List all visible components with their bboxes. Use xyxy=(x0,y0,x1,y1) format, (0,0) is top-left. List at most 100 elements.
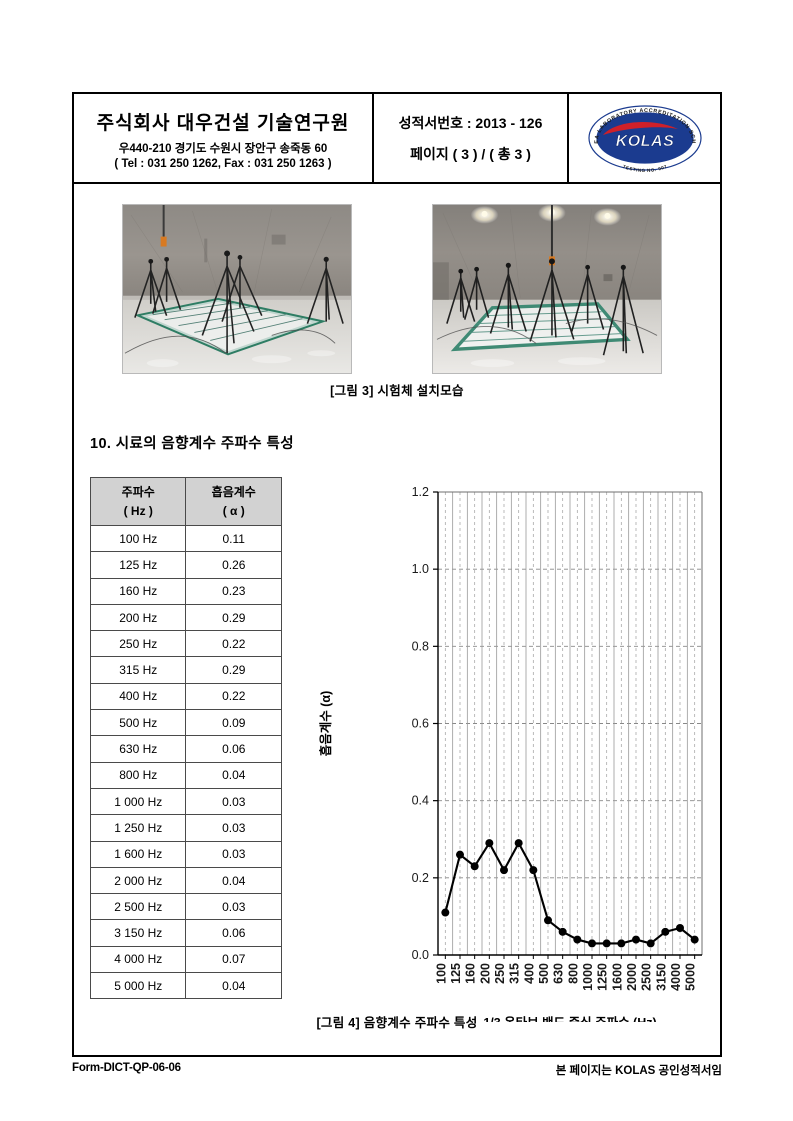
footer-note: 본 페이지는 KOLAS 공인성적서임 xyxy=(555,1065,722,1077)
x-axis-tick-label: 3150 xyxy=(654,963,668,991)
cell-frequency: 500 Hz xyxy=(89,709,187,737)
header-company-cell: 주식회사 대우건설 기술연구원 우440-210 경기도 수원시 장안구 송죽동… xyxy=(74,94,374,182)
table-row: 315 Hz 0.29 xyxy=(89,656,282,684)
cell-frequency: 100 Hz xyxy=(89,524,187,553)
photo-test-specimen-left xyxy=(122,204,352,374)
cell-alpha: 0.06 xyxy=(185,735,282,763)
cell-frequency: 2 500 Hz xyxy=(89,893,187,921)
x-axis-title: 1/3 옥타브 밴드 중심 주파수 (Hz) xyxy=(483,1015,656,1022)
cell-alpha: 0.04 xyxy=(185,866,282,895)
data-point-marker xyxy=(558,927,567,936)
table-head: 주파수 ( Hz ) 흡음계수 ( α ) xyxy=(89,477,282,526)
data-point-marker xyxy=(456,850,464,859)
section-heading: 10. 시료의 음향계수 주파수 특성 xyxy=(90,436,294,452)
kolas-logo-icon: KOREA LABORATORY ACCREDITATION SCHEME KO… xyxy=(586,104,704,172)
cell-frequency: 800 Hz xyxy=(89,761,187,789)
x-axis-tick-label: 315 xyxy=(508,963,522,984)
cell-alpha: 0.03 xyxy=(185,893,282,921)
data-point-marker xyxy=(573,935,582,944)
cell-alpha: 0.22 xyxy=(185,682,282,711)
data-point-marker xyxy=(514,839,523,848)
company-contact: ( Tel : 031 250 1262, Fax : 031 250 1263… xyxy=(114,158,332,170)
data-point-marker xyxy=(441,908,450,917)
company-name: 주식회사 대우건설 기술연구원 xyxy=(96,113,350,134)
cell-frequency: 125 Hz xyxy=(89,551,187,579)
x-axis-tick-label: 1000 xyxy=(581,963,595,991)
page-number: 페이지 ( 3 ) / ( 총 3 ) xyxy=(410,145,531,162)
y-axis-tick-label: 0.6 xyxy=(412,717,429,731)
header-report-cell: 성적서번호 : 2013 - 126 페이지 ( 3 ) / ( 총 3 ) xyxy=(374,94,569,182)
cell-frequency: 1 000 Hz xyxy=(89,787,187,816)
cell-frequency: 160 Hz xyxy=(89,577,187,605)
cell-frequency: 315 Hz xyxy=(89,656,187,684)
x-axis-tick-label: 160 xyxy=(464,963,478,984)
cell-alpha: 0.29 xyxy=(185,603,282,632)
cell-alpha: 0.09 xyxy=(185,709,282,737)
y-axis-tick-label: 0.0 xyxy=(412,948,429,962)
cell-frequency: 1 600 Hz xyxy=(89,840,187,868)
table-row: 1 250 Hz 0.03 xyxy=(89,814,282,842)
photo-test-specimen-right xyxy=(432,204,662,374)
y-axis-tick-label: 1.2 xyxy=(412,485,429,499)
table-row: 400 Hz 0.22 xyxy=(89,682,282,711)
y-axis-title: 흡음계수 (α) xyxy=(318,691,333,756)
x-axis-tick-label: 1250 xyxy=(596,963,610,991)
table-row: 160 Hz 0.23 xyxy=(89,577,282,605)
table-row: 200 Hz 0.29 xyxy=(89,603,282,632)
table-header-row: 주파수 ( Hz ) 흡음계수 ( α ) xyxy=(89,477,282,526)
table-row: 2 000 Hz 0.04 xyxy=(89,866,282,895)
cell-frequency: 2 000 Hz xyxy=(89,866,187,895)
x-axis-tick-label: 100 xyxy=(434,963,448,984)
cell-alpha: 0.22 xyxy=(185,630,282,658)
data-point-marker xyxy=(588,939,596,948)
cell-alpha: 0.04 xyxy=(185,761,282,789)
y-axis-tick-label: 0.4 xyxy=(412,794,429,808)
table-row: 250 Hz 0.22 xyxy=(89,630,282,658)
data-point-marker xyxy=(470,862,479,871)
column-header-alpha-line2: ( α ) xyxy=(222,503,245,518)
x-axis-tick-label: 500 xyxy=(537,963,551,984)
cell-alpha: 0.06 xyxy=(185,919,282,947)
data-point-marker xyxy=(544,916,552,925)
footer-form-code: Form-DICT-QP-06-06 xyxy=(72,1062,181,1074)
column-header-frequency: 주파수 ( Hz ) xyxy=(89,477,187,526)
data-point-marker xyxy=(485,839,494,848)
cell-alpha: 0.04 xyxy=(185,972,282,1000)
cell-alpha: 0.07 xyxy=(185,945,282,974)
x-axis-tick-label: 200 xyxy=(478,963,492,984)
report-number: 성적서번호 : 2013 - 126 xyxy=(398,114,543,131)
cell-alpha: 0.03 xyxy=(185,840,282,868)
page-frame: 주식회사 대우건설 기술연구원 우440-210 경기도 수원시 장안구 송죽동… xyxy=(72,92,722,1057)
table-row: 2 500 Hz 0.03 xyxy=(89,893,282,921)
cell-frequency: 5 000 Hz xyxy=(89,972,187,1000)
cell-alpha: 0.29 xyxy=(185,656,282,684)
cell-alpha: 0.23 xyxy=(185,577,282,605)
data-point-marker xyxy=(617,939,626,948)
table-row: 4 000 Hz 0.07 xyxy=(89,945,282,974)
data-point-marker xyxy=(661,927,670,936)
cell-frequency: 4 000 Hz xyxy=(89,945,187,974)
x-axis-tick-label: 1600 xyxy=(610,963,624,991)
figure-3-caption: [그림 3] 시험체 설치모습 xyxy=(330,384,464,398)
table-body: 100 Hz 0.11 125 Hz 0.26 160 Hz 0.23 200 Hz 0.29… xyxy=(89,524,282,1000)
cell-alpha: 0.03 xyxy=(185,814,282,842)
column-header-alpha-line1: 흡음계수 xyxy=(211,484,256,499)
x-axis-tick-label: 2500 xyxy=(640,963,654,991)
table-row: 3 150 Hz 0.06 xyxy=(89,919,282,947)
x-axis-tick-label: 250 xyxy=(493,963,507,984)
photo-row: [그림 3] 시험체 설치모습 xyxy=(74,184,720,398)
cell-frequency: 630 Hz xyxy=(89,735,187,763)
table-row: 100 Hz 0.11 xyxy=(89,524,282,553)
data-point-marker xyxy=(690,935,699,944)
absorption-coefficient-table: 주파수 ( Hz ) 흡음계수 ( α ) 100 Hz 0.11 125 Hz 0.… xyxy=(89,477,282,1000)
table-row: 630 Hz 0.06 xyxy=(89,735,282,763)
column-header-alpha: 흡음계수 ( α ) xyxy=(185,477,282,526)
table-row: 125 Hz 0.26 xyxy=(89,551,282,579)
table-row: 5 000 Hz 0.04 xyxy=(89,972,282,1000)
data-point-marker xyxy=(602,939,611,948)
y-axis-tick-label: 0.2 xyxy=(412,871,429,885)
cell-frequency: 3 150 Hz xyxy=(89,919,187,947)
x-axis-tick-label: 2000 xyxy=(625,963,639,991)
table-row: 1 000 Hz 0.03 xyxy=(89,787,282,816)
cell-frequency: 1 250 Hz xyxy=(89,814,187,842)
